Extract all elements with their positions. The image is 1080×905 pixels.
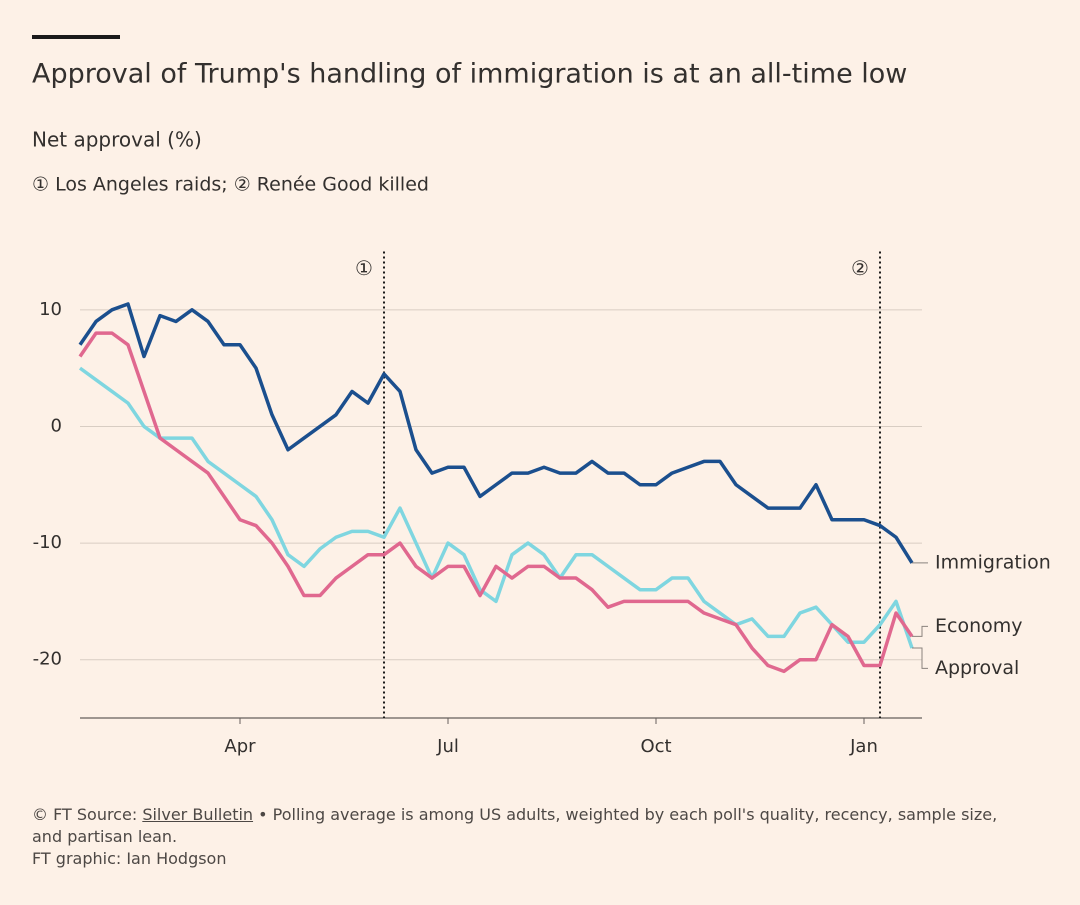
source-link[interactable]: Silver Bulletin	[142, 805, 254, 824]
annotation-label: ②	[851, 256, 869, 280]
credit: FT graphic: Ian Hodgson	[32, 849, 227, 868]
y-tick-label: -20	[33, 649, 62, 670]
brand-bar	[32, 35, 120, 39]
x-tick-label: Oct	[640, 736, 671, 757]
chart-title: Approval of Trump's handling of immigrat…	[32, 59, 907, 90]
label-connector	[912, 647, 928, 669]
label-connector	[912, 625, 928, 637]
legend-label: Approval	[935, 657, 1019, 679]
series-line	[78, 331, 914, 674]
subtitle: Net approval (%)	[32, 128, 202, 152]
annotation-label: ①	[355, 256, 373, 280]
x-tick-label: Jul	[436, 736, 459, 757]
legend-label: Immigration	[935, 551, 1051, 573]
y-tick-label: 0	[51, 415, 62, 436]
source-prefix: © FT Source:	[32, 805, 138, 824]
series-line	[78, 302, 914, 564]
annotation-note: ① Los Angeles raids; ② Renée Good killed	[32, 174, 429, 196]
x-tick-label: Jan	[849, 736, 878, 757]
legend-label: Economy	[935, 615, 1023, 637]
y-tick-label: 10	[39, 299, 62, 320]
footer: © FT Source: Silver Bulletin • Polling a…	[32, 804, 1022, 870]
x-tick-label: Apr	[224, 736, 256, 757]
series-line	[78, 366, 914, 649]
y-tick-label: -10	[33, 532, 62, 553]
source-note: • Polling average is among US adults, we…	[32, 805, 998, 846]
